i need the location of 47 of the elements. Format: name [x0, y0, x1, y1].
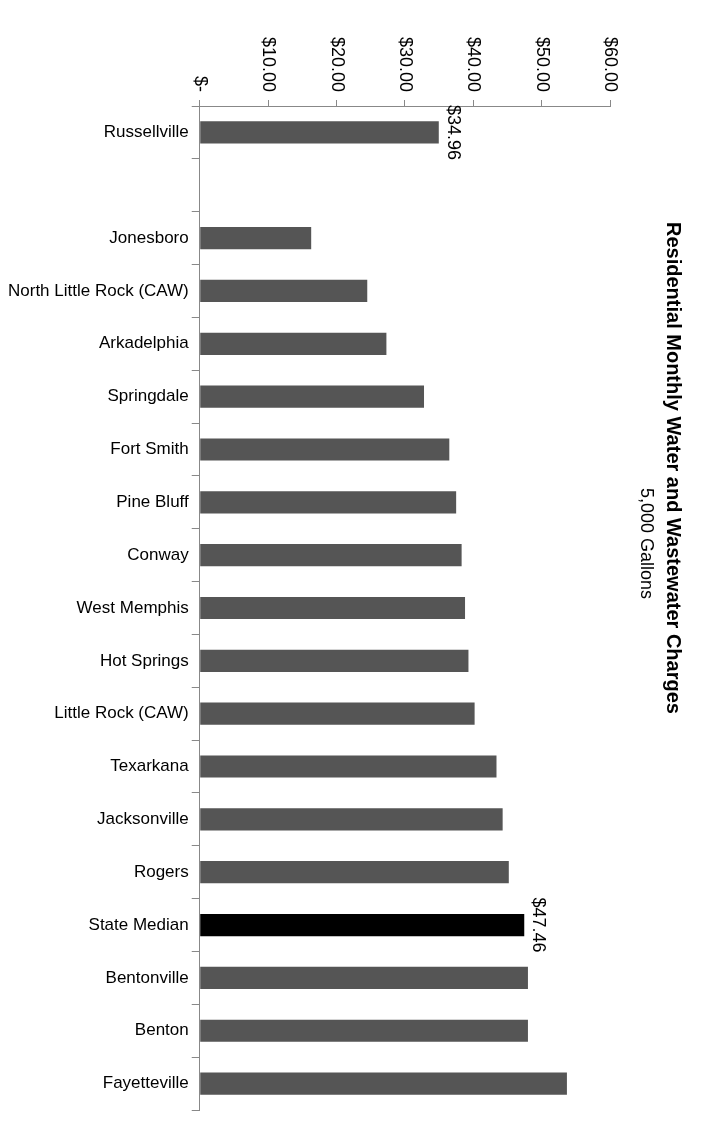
bar: [200, 1072, 567, 1095]
y-tick-label: Fayetteville: [102, 1073, 189, 1093]
bar: [200, 596, 466, 620]
y-tick-label: Fort Smith: [110, 439, 189, 459]
bar: [200, 544, 462, 567]
bar: [200, 438, 450, 461]
bar: [200, 227, 312, 250]
text: 5,000 Gallons: [636, 488, 657, 600]
bar: [200, 121, 439, 144]
bar: [200, 755, 497, 778]
data-label: $47.46: [529, 897, 550, 953]
y-tick-label: Benton: [134, 1020, 189, 1040]
y-tick-label: Pine Bluff: [116, 492, 189, 511]
y-tick-label: Hot Springs: [99, 650, 189, 670]
y-tick-label: State Median: [88, 914, 189, 934]
y-tick-label: Jonesboro: [109, 227, 189, 247]
bar: [200, 649, 469, 672]
y-tick-label: West Memphis: [76, 597, 189, 617]
text: Residential Monthly Water and Wastewater Charges: [662, 222, 685, 714]
y-tick-label: Russellville: [103, 122, 189, 142]
bar: [200, 913, 525, 937]
bar: [200, 279, 368, 303]
y-tick-label: Little Rock (CAW): [54, 703, 189, 723]
y-tick-label: Conway: [127, 544, 190, 564]
bar: [200, 1019, 528, 1042]
x-tick-label: $60.00: [601, 36, 622, 92]
bar: [200, 491, 457, 514]
bar: [200, 385, 425, 408]
data-label: $34.96: [443, 104, 464, 160]
x-tick-label: $50.00: [532, 36, 553, 92]
y-tick-label: Arkadelphia: [98, 333, 190, 353]
y-tick-label: Springdale: [107, 386, 189, 406]
bar: [200, 702, 475, 725]
y-tick-label: Jacksonville: [97, 809, 189, 829]
x-tick-label: $10.00: [259, 36, 280, 92]
bar: [200, 332, 387, 355]
y-tick-label: Texarkana: [110, 756, 190, 776]
bar: [200, 808, 503, 831]
x-tick-label: $40.00: [464, 36, 485, 92]
bar: [200, 861, 509, 884]
y-tick-label: Bentonville: [105, 967, 189, 987]
x-tick-label: $-: [190, 75, 211, 92]
x-tick-label: $30.00: [395, 36, 416, 92]
y-tick-label: Rogers: [133, 861, 189, 881]
x-tick-label: $20.00: [327, 36, 348, 92]
bar: [200, 966, 528, 989]
y-tick-label: North Little Rock (CAW): [8, 280, 189, 300]
